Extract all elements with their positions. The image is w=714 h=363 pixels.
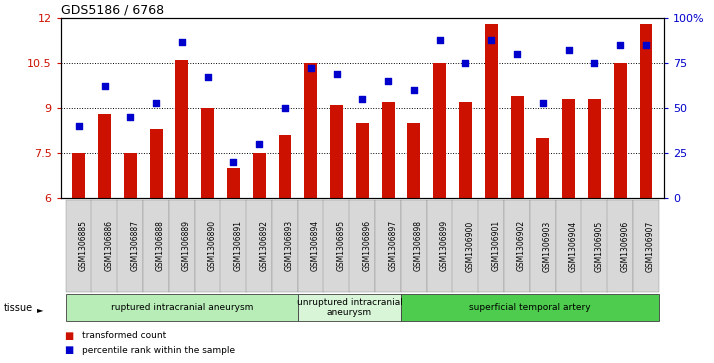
Point bbox=[176, 38, 188, 44]
Text: GSM1306906: GSM1306906 bbox=[620, 220, 629, 272]
Text: GSM1306905: GSM1306905 bbox=[594, 220, 603, 272]
Text: GSM1306900: GSM1306900 bbox=[466, 220, 475, 272]
Text: GDS5186 / 6768: GDS5186 / 6768 bbox=[61, 4, 164, 17]
Bar bbox=[382, 102, 395, 198]
Text: GSM1306894: GSM1306894 bbox=[311, 220, 320, 272]
Text: GSM1306893: GSM1306893 bbox=[285, 220, 294, 272]
Bar bbox=[98, 114, 111, 198]
Text: GSM1306891: GSM1306891 bbox=[233, 220, 243, 272]
Text: ►: ► bbox=[37, 305, 44, 314]
Text: GSM1306901: GSM1306901 bbox=[491, 220, 501, 272]
Bar bbox=[511, 96, 523, 198]
Text: tissue: tissue bbox=[4, 303, 33, 313]
Point bbox=[383, 78, 394, 84]
Bar bbox=[459, 102, 472, 198]
Text: GSM1306897: GSM1306897 bbox=[388, 220, 397, 272]
Bar bbox=[485, 24, 498, 198]
Point bbox=[511, 51, 523, 57]
Bar bbox=[176, 60, 188, 198]
Text: GSM1306898: GSM1306898 bbox=[414, 220, 423, 272]
Bar bbox=[408, 123, 421, 198]
Text: ■: ■ bbox=[64, 345, 74, 355]
Text: GSM1306904: GSM1306904 bbox=[568, 220, 578, 272]
Point bbox=[434, 37, 446, 42]
Text: GSM1306890: GSM1306890 bbox=[208, 220, 216, 272]
Text: transformed count: transformed count bbox=[82, 331, 166, 340]
Bar bbox=[640, 24, 653, 198]
Point bbox=[151, 100, 162, 106]
Bar bbox=[588, 99, 601, 198]
Point bbox=[460, 60, 471, 66]
Text: GSM1306888: GSM1306888 bbox=[156, 220, 165, 272]
Point bbox=[253, 141, 265, 147]
Point bbox=[356, 96, 368, 102]
Point bbox=[537, 100, 548, 106]
Text: GSM1306903: GSM1306903 bbox=[543, 220, 552, 272]
Point bbox=[588, 60, 600, 66]
Bar bbox=[227, 168, 240, 198]
Bar bbox=[536, 138, 549, 198]
Bar bbox=[253, 153, 266, 198]
Text: GSM1306886: GSM1306886 bbox=[104, 220, 114, 272]
Point bbox=[124, 114, 136, 120]
Text: percentile rank within the sample: percentile rank within the sample bbox=[82, 346, 235, 355]
Text: ■: ■ bbox=[64, 331, 74, 341]
Bar bbox=[356, 123, 369, 198]
Text: GSM1306902: GSM1306902 bbox=[517, 220, 526, 272]
Bar bbox=[278, 135, 291, 198]
Bar bbox=[72, 153, 85, 198]
Text: GSM1306887: GSM1306887 bbox=[131, 220, 139, 272]
Text: GSM1306895: GSM1306895 bbox=[336, 220, 346, 272]
Point bbox=[99, 83, 110, 89]
Bar bbox=[614, 63, 627, 198]
Point bbox=[408, 87, 420, 93]
Text: superficial temporal artery: superficial temporal artery bbox=[469, 303, 590, 312]
Point bbox=[331, 71, 342, 77]
Text: GSM1306896: GSM1306896 bbox=[362, 220, 371, 272]
Bar bbox=[330, 105, 343, 198]
Text: ruptured intracranial aneurysm: ruptured intracranial aneurysm bbox=[111, 303, 253, 312]
Point bbox=[640, 42, 652, 48]
Point bbox=[305, 66, 316, 72]
Text: GSM1306889: GSM1306889 bbox=[182, 220, 191, 272]
Text: GSM1306892: GSM1306892 bbox=[259, 220, 268, 272]
Text: GSM1306899: GSM1306899 bbox=[440, 220, 448, 272]
Point bbox=[615, 42, 626, 48]
Bar bbox=[562, 99, 575, 198]
Point bbox=[228, 159, 239, 165]
Bar bbox=[124, 153, 137, 198]
Bar bbox=[150, 129, 163, 198]
Point bbox=[279, 105, 291, 111]
Text: unruptured intracranial
aneurysm: unruptured intracranial aneurysm bbox=[296, 298, 403, 317]
Point bbox=[486, 37, 497, 42]
Text: GSM1306885: GSM1306885 bbox=[79, 220, 88, 272]
Text: GSM1306907: GSM1306907 bbox=[646, 220, 655, 272]
Point bbox=[73, 123, 84, 129]
Bar bbox=[433, 63, 446, 198]
Point bbox=[563, 48, 574, 53]
Point bbox=[202, 74, 213, 80]
Bar bbox=[304, 63, 317, 198]
Bar bbox=[201, 108, 214, 198]
